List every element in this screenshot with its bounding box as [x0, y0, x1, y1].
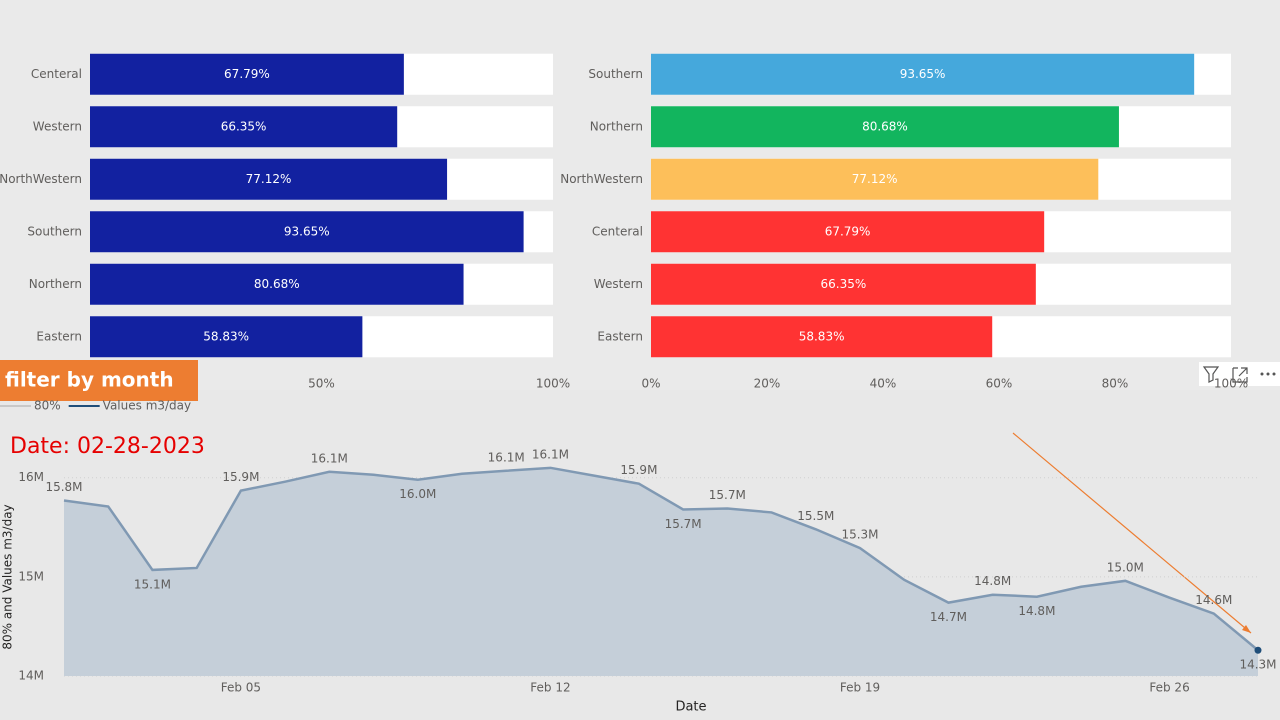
y-tick-label: Northern	[590, 119, 643, 133]
data-label: 16.1M	[532, 447, 569, 461]
y-tick-label: 15M	[18, 569, 44, 583]
legend-label: 80%	[34, 399, 61, 413]
filter-button[interactable]	[0, 360, 198, 401]
x-tick-label: 60%	[986, 377, 1013, 391]
data-label: 14.6M	[1195, 593, 1232, 607]
data-label: 16.1M	[311, 451, 348, 465]
data-label: 15.5M	[797, 509, 834, 523]
data-label: 15.9M	[620, 463, 657, 477]
bar	[651, 316, 993, 358]
data-label: 15.8M	[45, 480, 82, 494]
bar	[651, 211, 1045, 253]
data-label: 58.83%	[203, 329, 249, 343]
data-label: 14.8M	[974, 574, 1011, 588]
data-label: 67.79%	[224, 67, 270, 81]
x-tick-label: 80%	[1102, 377, 1129, 391]
x-tick-label: 40%	[870, 377, 897, 391]
data-label: 93.65%	[900, 67, 946, 81]
data-label: 66.35%	[221, 119, 267, 133]
line	[63, 466, 1259, 652]
data-label: 67.79%	[825, 224, 871, 238]
x-tick-label: Feb 19	[840, 681, 880, 695]
data-label: 66.35%	[821, 277, 867, 291]
bar	[90, 106, 398, 148]
filter-icon[interactable]	[1202, 366, 1220, 383]
y-tick-label: Eastern	[36, 329, 82, 343]
data-label: 80.68%	[254, 277, 300, 291]
bar	[90, 316, 363, 358]
bar	[90, 263, 464, 305]
focus-mode-icon[interactable]	[1232, 367, 1248, 383]
data-label: 77.12%	[852, 172, 898, 186]
data-label: 15.7M	[665, 517, 702, 531]
x-tick-label: Feb 05	[221, 681, 261, 695]
selected-point	[1254, 646, 1262, 654]
y-tick-label: Southern	[588, 67, 643, 81]
bar	[90, 53, 404, 95]
y-tick-label: Eastern	[597, 329, 643, 343]
y-tick-label: NorthWestern	[0, 172, 82, 186]
bar	[651, 53, 1195, 95]
x-tick-label: Feb 26	[1149, 681, 1189, 695]
x-tick-label: Feb 12	[530, 681, 570, 695]
y-tick-label: Western	[594, 277, 643, 291]
arrow-head	[1242, 625, 1251, 633]
data-label: 58.83%	[799, 329, 845, 343]
arrow	[1012, 432, 1252, 634]
bar	[90, 211, 524, 253]
bar	[651, 106, 1119, 148]
data-label: 77.12%	[246, 172, 292, 186]
more-options-icon[interactable]	[1260, 372, 1276, 376]
data-label: 16.0M	[399, 487, 436, 501]
y-tick-label: Western	[33, 119, 82, 133]
y-tick-label: 16M	[18, 470, 44, 484]
data-label: 14.8M	[1018, 604, 1055, 618]
visual-header-icons	[1199, 362, 1280, 386]
y-tick-label: Northern	[29, 277, 82, 291]
y-tick-label: Southern	[27, 224, 82, 238]
y-axis-title: 80% and Values m3/day	[1, 504, 15, 649]
data-label: 15.9M	[222, 470, 259, 484]
data-label: 80.68%	[862, 119, 908, 133]
x-tick-label: 100%	[1214, 377, 1248, 391]
data-label: 14.7M	[930, 610, 967, 624]
y-tick-label: 14M	[18, 669, 44, 683]
y-tick-label: NorthWestern	[560, 172, 643, 186]
x-axis-title: Date	[675, 700, 706, 715]
x-tick-label: 50%	[308, 377, 335, 391]
data-label: 15.7M	[709, 488, 746, 502]
x-tick-label: 100%	[536, 377, 570, 391]
bar	[90, 158, 448, 200]
filter-button-label[interactable]: filter by month	[5, 368, 174, 392]
data-label: 16.1M	[488, 450, 525, 464]
x-tick-label: 20%	[754, 377, 781, 391]
date-label: Date: 02-28-2023	[10, 434, 205, 459]
data-label: 15.0M	[1107, 560, 1144, 574]
y-tick-label: Centeral	[31, 67, 82, 81]
data-label: 14.3M	[1239, 658, 1276, 672]
data-label: 93.65%	[284, 224, 330, 238]
area	[64, 467, 1258, 676]
bar	[651, 158, 1099, 200]
data-label: 15.1M	[134, 577, 171, 591]
x-tick-label: 0%	[641, 377, 660, 391]
data-label: 15.3M	[841, 528, 878, 542]
legend-label: Values m3/day	[103, 399, 191, 413]
y-tick-label: Centeral	[592, 224, 643, 238]
bar	[651, 263, 1036, 305]
